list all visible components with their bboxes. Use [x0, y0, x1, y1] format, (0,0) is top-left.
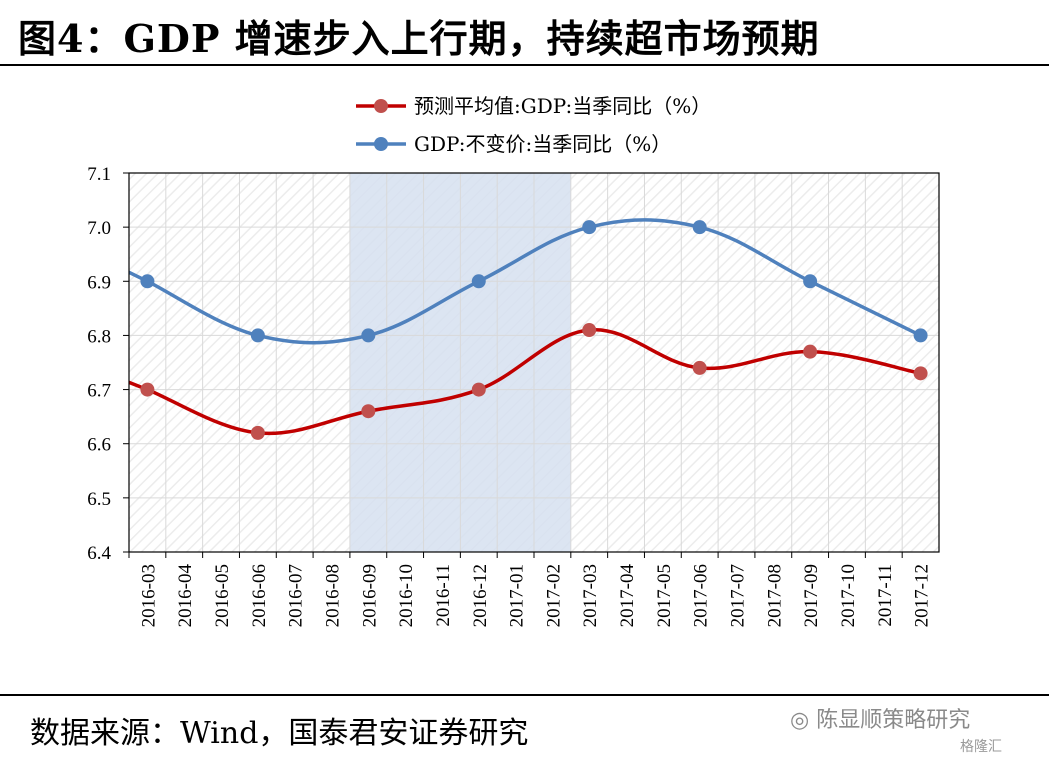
- wechat-icon: ◎: [790, 708, 817, 733]
- x-tick-label: 2016-04: [175, 564, 196, 628]
- x-tick-label: 2017-09: [801, 564, 822, 627]
- series-2-point-2017-12: [913, 328, 928, 343]
- x-tick-label: 2017-02: [543, 564, 564, 627]
- source-note: 数据来源：Wind，国泰君安证券研究: [30, 716, 529, 751]
- y-tick-label: 6.6: [87, 435, 111, 456]
- watermark: ◎ 陈显顺策略研究: [790, 702, 970, 734]
- x-tick-label: 2017-08: [764, 564, 785, 627]
- x-tick-label: 2017-06: [691, 564, 712, 627]
- legend-marker-1: [374, 99, 388, 113]
- series-1-point-2016-12: [471, 382, 486, 397]
- series-1-point-2016-03: [140, 382, 155, 397]
- series-line-1: [129, 328, 921, 436]
- y-tick-label: 7.0: [87, 218, 111, 239]
- y-tick-label: 7.1: [87, 164, 111, 185]
- series-2-point-2016-09: [361, 328, 376, 343]
- y-tick-label: 6.5: [87, 489, 111, 510]
- x-tick-label: 2016-08: [323, 564, 344, 627]
- series-1-point-2016-09: [361, 404, 376, 419]
- series-2-point-2016-12: [471, 274, 486, 289]
- watermark-sub: 格隆汇: [960, 739, 1002, 755]
- x-tick-label: 2017-10: [838, 564, 859, 627]
- series-1-point-2017-12: [913, 366, 928, 381]
- figure-title: 图4：GDP 增速步入上行期，持续超市场预期: [18, 16, 820, 61]
- x-tick-label: 2017-03: [580, 564, 601, 627]
- x-tick-label: 2016-06: [249, 564, 270, 627]
- x-tick-label: 2016-10: [396, 564, 417, 627]
- legend-marker-2: [374, 137, 388, 151]
- series-1-point-2017-06: [692, 360, 707, 375]
- x-tick-label: 2017-11: [875, 564, 896, 627]
- series-line-2: [129, 218, 922, 345]
- x-tick-label: 2017-04: [617, 564, 638, 628]
- series-2-point-2017-06: [692, 220, 707, 235]
- series-2-point-2016-06: [250, 328, 265, 343]
- series-1-point-2016-06: [250, 425, 265, 440]
- y-tick-label: 6.8: [87, 326, 111, 347]
- x-tick-label: 2016-07: [286, 564, 307, 627]
- series-1-point-2017-03: [582, 323, 597, 338]
- x-tick-label: 2017-05: [654, 564, 675, 627]
- x-tick-label: 2017-12: [912, 564, 933, 627]
- x-tick-label: 2016-12: [470, 564, 491, 627]
- x-tick-label: 2016-09: [359, 564, 380, 627]
- chart-legend: 预测平均值:GDP:当季同比（%） GDP:不变价:当季同比（%）: [356, 94, 711, 156]
- legend-label-2: GDP:不变价:当季同比（%）: [414, 132, 671, 156]
- x-tick-label: 2017-01: [507, 564, 528, 627]
- series-2-point-2016-03: [140, 274, 155, 289]
- y-tick-label: 6.4: [87, 543, 111, 564]
- series-2-point-2017-09: [803, 274, 818, 289]
- x-tick-label: 2016-03: [138, 564, 159, 627]
- watermark-text: 陈显顺策略研究: [816, 708, 971, 733]
- x-tick-label: 2016-05: [212, 564, 233, 627]
- top-rule: [0, 64, 1049, 66]
- y-tick-label: 6.7: [87, 381, 111, 402]
- legend-label-1: 预测平均值:GDP:当季同比（%）: [414, 94, 711, 118]
- series-2-point-2017-03: [582, 220, 597, 235]
- x-tick-label: 2017-07: [728, 564, 749, 627]
- series-1-point-2017-09: [803, 344, 818, 359]
- x-tick-label: 2016-11: [433, 564, 454, 627]
- gdp-line-chart: 预测平均值:GDP:当季同比（%） GDP:不变价:当季同比（%） 6.4 6.5 6…: [87, 94, 940, 628]
- bottom-rule: [0, 694, 1049, 696]
- y-tick-label: 6.9: [87, 272, 111, 293]
